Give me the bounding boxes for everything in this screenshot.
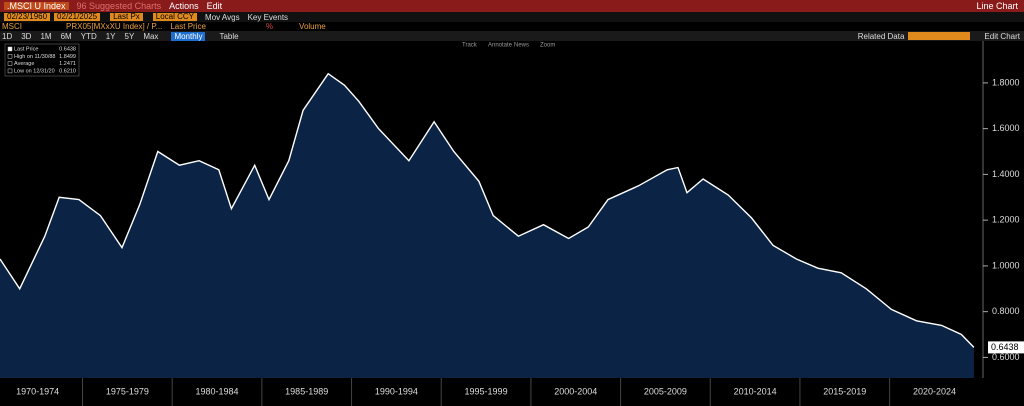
suggested[interactable]: 96 Suggested Charts (76, 1, 162, 11)
x-tick-label: 1990-1994 (375, 386, 418, 396)
start-date[interactable]: 02/23/1960 (4, 13, 51, 21)
table[interactable]: Table (219, 31, 239, 41)
chart-tool: Zoom (540, 43, 555, 49)
period[interactable]: 1D (2, 31, 13, 41)
price: Last Price (170, 22, 206, 31)
x-tick-label: 2010-2014 (734, 386, 777, 396)
legend-label: Last Price (14, 46, 38, 52)
series-field: PRX05[MXxXU Index] / P... (66, 22, 163, 31)
period[interactable]: 5Y (124, 31, 135, 41)
period[interactable]: 1Y (105, 31, 116, 41)
edit-chart[interactable]: Edit Chart (984, 31, 1020, 41)
currency[interactable]: Local CCY (152, 13, 198, 21)
legend-value: 1.8499 (59, 54, 76, 60)
period[interactable]: Max (143, 31, 159, 41)
y-tick-label: 0.6000 (992, 352, 1020, 362)
legend-swatch (7, 46, 13, 52)
series-bar: MSCI PRX05[MXxXU Index] / P... Last Pric… (0, 22, 1024, 31)
period[interactable]: 6M (60, 31, 72, 41)
x-tick-label: 1975-1979 (106, 386, 149, 396)
pct: % (265, 22, 274, 31)
actions[interactable]: Actions (169, 1, 199, 11)
volume: Volume (299, 22, 326, 31)
legend-swatch (7, 54, 13, 59)
mov-avgs[interactable]: Mov Avgs (205, 12, 240, 22)
related[interactable]: Related Data (857, 31, 905, 41)
period[interactable]: YTD (80, 31, 97, 41)
period[interactable]: 1M (40, 31, 52, 41)
legend-label: Average (14, 61, 34, 67)
legend-value: 1.2471 (59, 61, 76, 67)
x-tick-label: 1995-1999 (465, 386, 508, 396)
last-value-box (988, 341, 1024, 354)
y-tick-label: 0.8000 (992, 306, 1020, 316)
y-tick-label: 1.8000 (992, 77, 1020, 87)
related-input[interactable] (908, 32, 971, 40)
x-tick-label: 2005-2009 (644, 386, 687, 396)
legend-value: 0.6210 (59, 68, 76, 74)
x-tick-label: 2015-2019 (823, 386, 866, 396)
y-tick-label: 1.2000 (992, 215, 1020, 225)
y-tick-label: 1.4000 (992, 169, 1020, 179)
legend-value: 0.6438 (59, 46, 76, 52)
legend-swatch (7, 61, 13, 66)
period[interactable]: 3D (21, 31, 32, 41)
line (0, 72, 975, 348)
last-value-label: 0.6438 (991, 342, 1019, 352)
field[interactable]: Last Px (110, 13, 143, 21)
x-tick-label: 2000-2004 (554, 386, 597, 396)
frequency[interactable]: Monthly (171, 31, 206, 41)
edit[interactable]: Edit (206, 1, 223, 11)
x-axis-strip (0, 378, 1024, 406)
periods: 1D 3D 1M 6M YTD 1Y 5Y Max (2, 32, 167, 41)
x-tick-label: 1980-1984 (196, 386, 239, 396)
x-tick-label: 1985-1989 (285, 386, 328, 396)
chart-kind: Line Chart (976, 1, 1018, 11)
chart-tool: Track (462, 43, 478, 49)
chart-tool: News (514, 43, 529, 49)
y-tick-label: 1.6000 (992, 123, 1020, 133)
area (0, 73, 974, 378)
title-bar: .MSCI U Index 96 Suggested Charts Action… (0, 0, 1024, 12)
security[interactable]: .MSCI U Index (4, 2, 69, 11)
range-bar: 1D 3D 1M 6M YTD 1Y 5Y Max Monthly Table Related… (0, 31, 1024, 41)
x-tick-label: 2020-2024 (913, 386, 956, 396)
legend-swatch (7, 68, 13, 74)
legend-label: High on 11/30/88 (14, 54, 56, 60)
legend-box (4, 43, 80, 77)
end-date[interactable]: 02/21/2025 (54, 13, 101, 21)
legend-label: Low on 12/31/20 (14, 68, 55, 74)
series-name: MSCI (2, 22, 22, 31)
x-tick-label: 1970-1974 (16, 386, 59, 396)
chart-tool: Annotate (488, 43, 513, 49)
chart: Track Annotate News Zoom 0.6000 0.8000 1.0000 1… (0, 41, 1024, 406)
key-events[interactable]: Key Events (247, 12, 289, 22)
y-tick-label: 1.0000 (992, 260, 1020, 270)
settings-bar: 02/23/1960 02/21/2025 Last Px Local CCY … (0, 12, 1024, 22)
